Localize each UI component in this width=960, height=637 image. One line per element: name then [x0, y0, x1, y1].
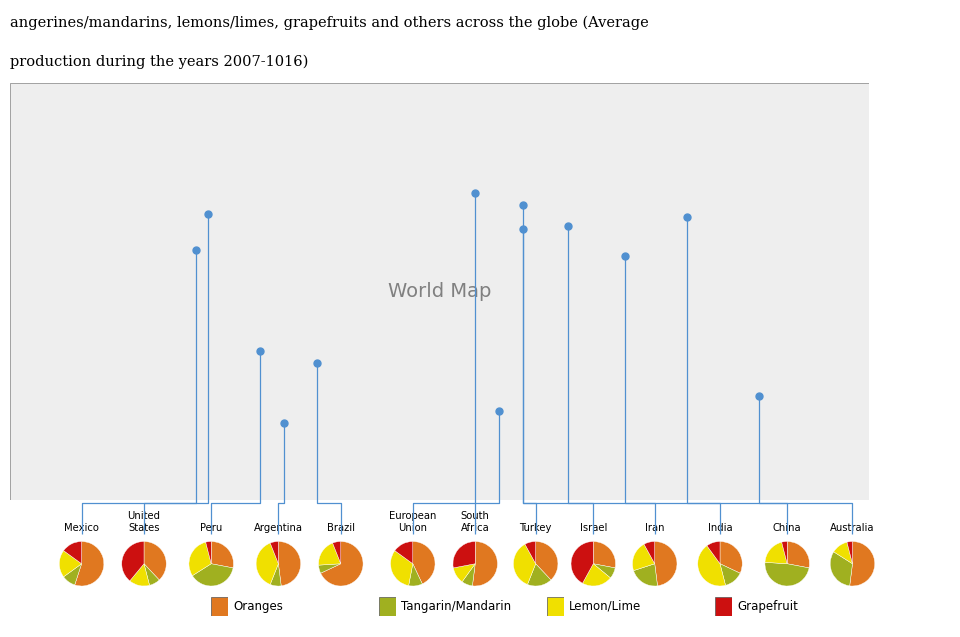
Text: Oranges: Oranges [233, 600, 283, 613]
Text: Iran: Iran [645, 522, 664, 533]
Wedge shape [60, 550, 82, 577]
Text: European
Union: European Union [389, 511, 437, 533]
Wedge shape [765, 562, 809, 586]
Wedge shape [192, 564, 233, 586]
Wedge shape [847, 541, 852, 564]
Wedge shape [472, 541, 497, 586]
Wedge shape [514, 544, 536, 585]
Wedge shape [698, 546, 726, 586]
Wedge shape [278, 541, 300, 586]
Text: Argentina: Argentina [253, 522, 303, 533]
Text: angerines/mandarins, lemons/limes, grapefruits and others across the globe (Aver: angerines/mandarins, lemons/limes, grape… [10, 16, 648, 31]
Wedge shape [189, 542, 211, 576]
Wedge shape [833, 542, 852, 564]
Wedge shape [321, 541, 363, 586]
Wedge shape [571, 541, 593, 583]
Wedge shape [583, 564, 611, 586]
Wedge shape [332, 541, 341, 564]
Wedge shape [395, 541, 413, 564]
Text: Turkey: Turkey [519, 522, 552, 533]
Text: United
States: United States [128, 511, 160, 533]
Wedge shape [593, 541, 615, 568]
Text: production during the years 2007-1016): production during the years 2007-1016) [10, 54, 308, 69]
Wedge shape [453, 564, 475, 582]
Wedge shape [655, 541, 677, 586]
Wedge shape [270, 564, 281, 586]
Wedge shape [63, 564, 82, 585]
Wedge shape [205, 541, 211, 564]
Text: South
Africa: South Africa [461, 511, 490, 533]
Wedge shape [536, 541, 558, 580]
Wedge shape [409, 564, 422, 586]
Wedge shape [319, 564, 341, 573]
Text: Tangarin/Mandarin: Tangarin/Mandarin [401, 600, 512, 613]
Text: Peru: Peru [200, 522, 223, 533]
Text: Australia: Australia [830, 522, 875, 533]
Text: India: India [708, 522, 732, 533]
Text: China: China [773, 522, 802, 533]
Wedge shape [644, 541, 655, 564]
Wedge shape [633, 544, 655, 571]
Wedge shape [634, 564, 658, 586]
Wedge shape [75, 541, 104, 586]
Wedge shape [391, 550, 413, 585]
Text: Lemon/Lime: Lemon/Lime [569, 600, 641, 613]
Text: World Map: World Map [388, 282, 491, 301]
Wedge shape [413, 541, 435, 584]
Wedge shape [453, 541, 475, 568]
Wedge shape [830, 552, 852, 586]
Text: Brazil: Brazil [326, 522, 355, 533]
Wedge shape [593, 564, 615, 578]
Wedge shape [720, 541, 742, 573]
Wedge shape [211, 541, 233, 568]
Wedge shape [527, 564, 551, 586]
Wedge shape [781, 541, 787, 564]
Wedge shape [720, 564, 740, 585]
Wedge shape [787, 541, 809, 568]
Wedge shape [144, 564, 159, 585]
Wedge shape [130, 564, 150, 586]
Wedge shape [765, 542, 787, 564]
Wedge shape [525, 541, 536, 564]
Text: Mexico: Mexico [64, 522, 99, 533]
Wedge shape [462, 564, 475, 586]
Wedge shape [122, 541, 144, 581]
Text: Grapefruit: Grapefruit [737, 600, 798, 613]
Wedge shape [256, 543, 278, 585]
Wedge shape [319, 543, 341, 565]
Text: Israel: Israel [580, 522, 607, 533]
Wedge shape [270, 541, 278, 564]
Wedge shape [63, 541, 82, 564]
Wedge shape [850, 541, 875, 586]
Wedge shape [144, 541, 166, 580]
Wedge shape [707, 541, 720, 564]
